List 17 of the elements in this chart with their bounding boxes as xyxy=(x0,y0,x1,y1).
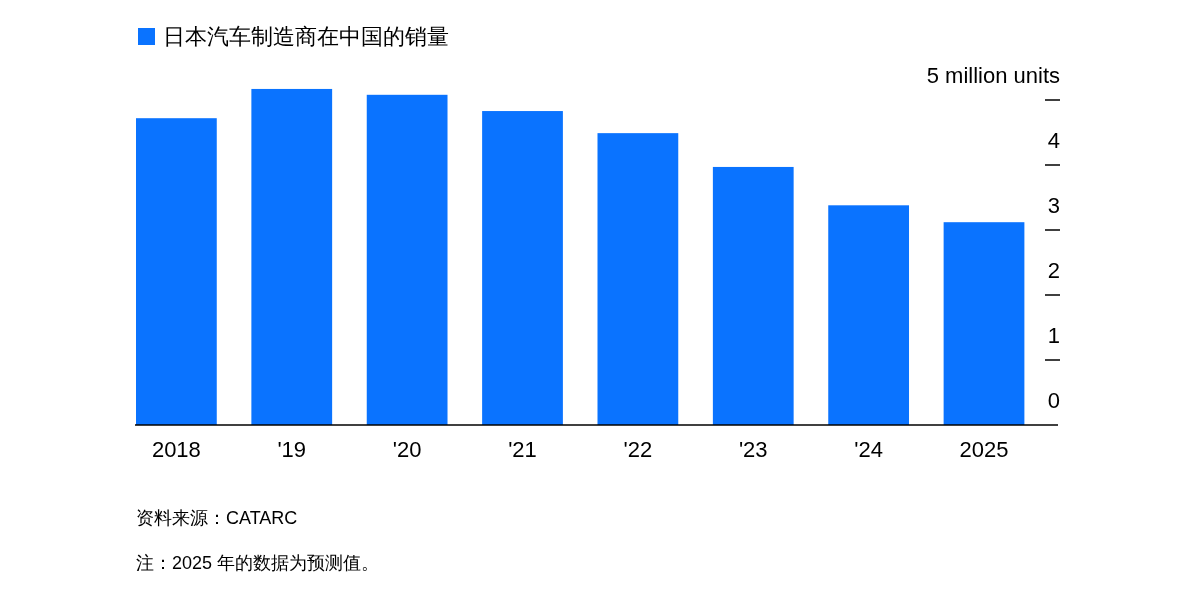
legend-label: 日本汽车制造商在中国的销量 xyxy=(163,24,449,49)
x-tick-label: '24 xyxy=(854,437,883,462)
x-tick-label: '19 xyxy=(277,437,307,462)
y-tick-label: 3 xyxy=(1047,193,1060,218)
text: 资料来源：CATARC xyxy=(136,508,298,528)
x-tick-label: 2025 xyxy=(959,437,1009,462)
x-tick-label: '21 xyxy=(508,437,537,462)
text: 注：2025 年的数据为预测值。 xyxy=(136,553,380,573)
x-tick-label: '20 xyxy=(392,437,422,462)
y-tick-label: 4 xyxy=(1047,128,1060,153)
x-tick-label: '22 xyxy=(623,437,653,462)
y-tick-label: 0 xyxy=(1047,388,1060,413)
y-tick-label: 1 xyxy=(1047,323,1060,348)
y-tick-label: 2 xyxy=(1047,258,1060,283)
y-tick-label: 5 million units xyxy=(926,63,1060,88)
x-tick-label: '23 xyxy=(738,437,768,462)
x-tick-label: 2018 xyxy=(151,437,201,462)
